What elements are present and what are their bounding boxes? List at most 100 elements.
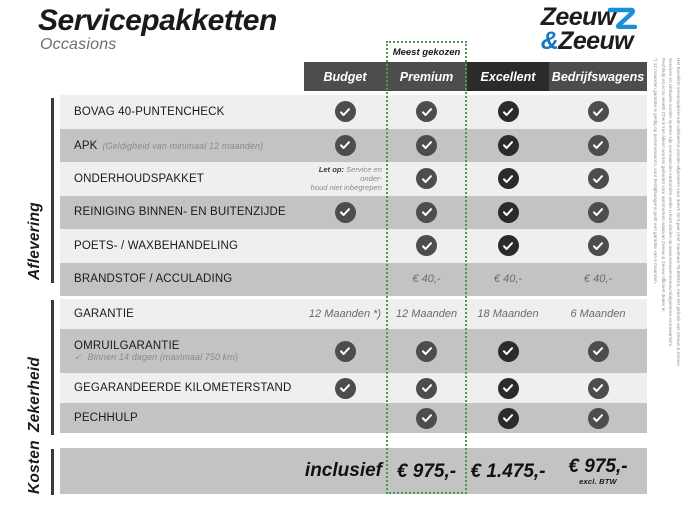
price-excellent: € 1.475,-	[470, 460, 546, 482]
table-row: ONDERHOUDSPAKKET Let op: Service en onde…	[60, 162, 647, 196]
table-row: inclusief € 975,- € 1.475,- € 975,- excl.…	[60, 448, 647, 494]
cell-excellent	[467, 95, 549, 129]
row-label: BOVAG 40-PUNTENCHECK	[74, 105, 225, 118]
let-op-prefix: Let op:	[318, 164, 344, 174]
table-row: GEGARANDEERDE KILOMETERSTAND	[60, 373, 647, 403]
legal-fineprint: Het Excellent servicepakket kan uitsluit…	[648, 58, 682, 490]
column-header-budget[interactable]: Budget	[304, 62, 386, 91]
table-row: OMRUILGARANTIE ✓ Binnen 14 dagen (maximaa…	[60, 329, 647, 373]
cell-excellent	[467, 373, 549, 403]
small-check-icon: ✓	[74, 351, 82, 362]
check-icon	[334, 201, 356, 223]
cell-bedrijfswagens	[549, 196, 647, 230]
check-icon	[416, 377, 437, 399]
cell-premium: € 975,-	[386, 448, 467, 494]
cell-value: 12 Maanden *)	[308, 308, 382, 320]
price-bedrijfswagens: € 975,- excl. BTW	[568, 455, 628, 486]
most-chosen-label: Meest gekozen	[392, 46, 461, 58]
check-icon	[416, 201, 437, 223]
check-icon	[587, 101, 609, 123]
cell-excellent	[467, 196, 549, 230]
cell-budget	[304, 329, 386, 373]
column-header-premium[interactable]: Premium	[386, 62, 467, 91]
cell-bedrijfswagens	[549, 403, 647, 433]
cell-premium	[386, 329, 467, 373]
cell-bedrijfswagens	[549, 129, 647, 163]
check-icon	[587, 168, 609, 190]
check-icon	[416, 340, 437, 362]
column-header-bedrijfswagens[interactable]: Bedrijfswagens	[549, 62, 647, 91]
check-icon	[497, 168, 519, 190]
check-icon	[587, 235, 609, 257]
cell-bedrijfswagens	[549, 162, 647, 196]
budget-note-line-one: Let op: Service en onder-	[318, 164, 382, 183]
cell-budget-note: Let op: Service en onder- houd niet inbe…	[304, 162, 386, 196]
section-spine-kosten	[51, 449, 54, 495]
table-row: PECHHULP	[60, 403, 647, 433]
row-label: GEGARANDEERDE KILOMETERSTAND	[74, 382, 292, 394]
logo-line-two: &Zeeuw	[540, 26, 634, 55]
table-row: GARANTIE 12 Maanden *) 12 Maanden 18 Maa…	[60, 299, 647, 329]
logo-ampersand: &	[540, 26, 559, 55]
cell-budget: 12 Maanden *)	[304, 299, 386, 329]
row-label: REINIGING BINNEN- EN BUITENZIJDE	[74, 206, 286, 219]
section-aflevering: BOVAG 40-PUNTENCHECK APK (Geldigheid van …	[60, 95, 647, 296]
cell-budget	[304, 373, 386, 403]
cell-budget	[304, 95, 386, 129]
check-icon	[416, 168, 437, 190]
fineprint-line-3: Pechhulp en Accu Health Check kan alleen…	[660, 58, 666, 313]
row-note: (Geldigheid van minimaal 12 maanden)	[102, 141, 264, 152]
cell-premium	[386, 373, 467, 403]
cell-premium	[386, 129, 467, 163]
section-label-aflevering: Aflevering	[26, 202, 43, 280]
check-icon	[334, 134, 356, 156]
cell-value: € 40,-	[583, 273, 613, 286]
check-icon	[587, 377, 609, 399]
check-icon	[497, 235, 519, 257]
section-label-kosten: Kosten	[26, 440, 43, 494]
logo-line-one: Zeeuw	[540, 3, 616, 31]
cell-value: 12 Maanden	[395, 308, 458, 320]
cell-bedrijfswagens	[549, 329, 647, 373]
row-label: ONDERHOUDSPAKKET	[74, 172, 204, 185]
row-label: POETS- / WAXBEHANDELING	[74, 239, 239, 252]
section-spine-aflevering	[51, 98, 54, 283]
cell-bedrijfswagens	[549, 95, 647, 129]
cell-budget	[304, 403, 386, 433]
price-tax-note: excl. BTW	[579, 476, 617, 486]
section-label-zekerheid: Zekerheid	[26, 356, 43, 432]
row-label: OMRUILGARANTIE ✓ Binnen 14 dagen (maximaa…	[74, 339, 239, 362]
cell-bedrijfswagens	[549, 373, 647, 403]
cell-bedrijfswagens: € 40,-	[549, 263, 647, 297]
cell-budget	[304, 229, 386, 263]
table-row: POETS- / WAXBEHANDELING	[60, 229, 647, 263]
page-subtitle: Occasions	[40, 36, 117, 53]
brand-logo: Zeeuw &Zeeuw	[540, 3, 637, 55]
cell-budget	[304, 196, 386, 230]
cell-premium	[386, 95, 467, 129]
cell-premium	[386, 196, 467, 230]
cell-excellent: € 1.475,-	[467, 448, 549, 494]
section-spine-zekerheid	[51, 300, 54, 435]
check-icon	[334, 340, 356, 362]
cell-budget	[304, 263, 386, 297]
check-icon	[416, 134, 437, 156]
check-icon	[416, 407, 437, 429]
price-premium: € 975,-	[396, 460, 457, 482]
cell-excellent	[467, 229, 549, 263]
table-row: REINIGING BINNEN- EN BUITENZIJDE	[60, 195, 647, 230]
swoosh-icon	[607, 7, 637, 29]
cell-premium	[386, 403, 467, 433]
cell-excellent	[467, 403, 549, 433]
check-icon	[334, 101, 356, 123]
check-icon	[587, 340, 609, 362]
column-header-excellent[interactable]: Excellent	[467, 62, 549, 91]
cell-excellent: € 40,-	[467, 263, 549, 297]
check-icon	[497, 407, 519, 429]
cell-value: € 40,-	[412, 273, 441, 286]
inclusief-label: inclusief	[304, 460, 382, 481]
check-icon	[416, 101, 437, 123]
cell-value: € 40,-	[493, 273, 523, 286]
check-icon	[497, 101, 519, 123]
